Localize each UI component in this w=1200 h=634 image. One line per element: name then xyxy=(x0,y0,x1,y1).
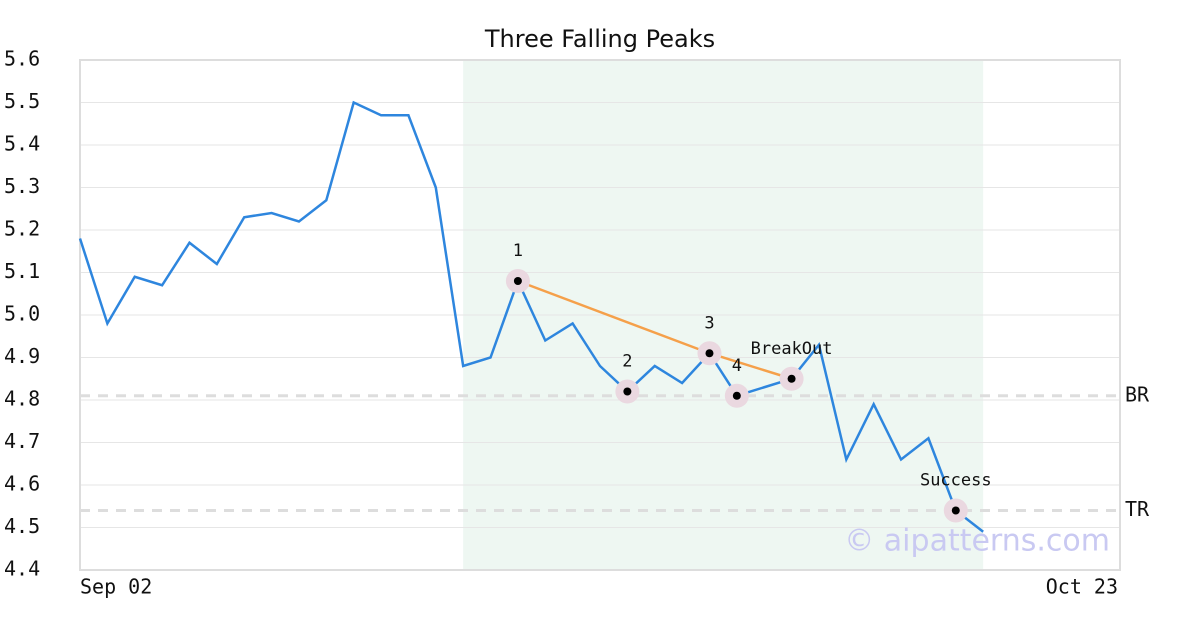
chart-title: Three Falling Peaks xyxy=(484,25,715,53)
reference-label: TR xyxy=(1125,497,1150,521)
pattern-point xyxy=(705,349,714,358)
x-tick-label: Sep 02 xyxy=(80,575,152,599)
y-tick-label: 4.7 xyxy=(4,429,40,453)
pattern-point xyxy=(787,374,796,383)
y-tick-label: 5.4 xyxy=(4,132,40,156)
y-tick-label: 5.3 xyxy=(4,174,40,198)
annotation-label: 2 xyxy=(622,352,632,372)
price-line xyxy=(78,100,984,533)
annotation-label: 4 xyxy=(732,356,742,376)
y-tick-label: 5.2 xyxy=(4,217,40,241)
y-tick-label: 5.0 xyxy=(4,302,40,326)
y-tick-label: 5.5 xyxy=(4,89,40,113)
annotation-label: Success xyxy=(920,471,992,491)
y-tick-label: 4.8 xyxy=(4,387,40,411)
pattern-point xyxy=(623,387,632,396)
y-tick-label: 4.4 xyxy=(4,557,40,581)
plot-frame xyxy=(79,59,1121,571)
annotation-label: 1 xyxy=(513,241,523,261)
x-tick-label: Oct 23 xyxy=(1046,575,1118,599)
annotation-label: BreakOut xyxy=(751,339,833,359)
watermark: © aipatterns.com xyxy=(844,524,1110,559)
y-tick-label: 5.1 xyxy=(4,259,40,283)
pattern-point xyxy=(951,506,960,515)
pattern-point xyxy=(513,277,522,285)
annotation-label: 3 xyxy=(704,313,714,333)
y-tick-label: 4.5 xyxy=(4,514,40,538)
y-tick-label: 5.6 xyxy=(4,47,40,71)
y-tick-label: 4.6 xyxy=(4,472,40,496)
y-tick-label: 4.9 xyxy=(4,344,40,368)
pattern-point xyxy=(732,391,741,400)
reference-label: BR xyxy=(1125,382,1150,406)
